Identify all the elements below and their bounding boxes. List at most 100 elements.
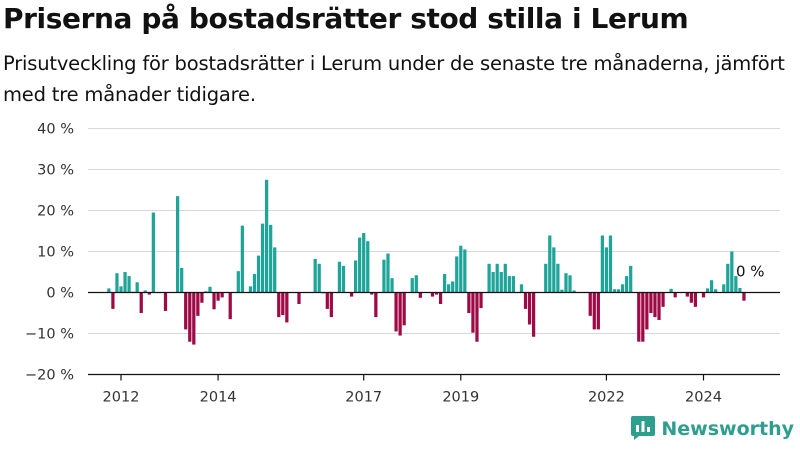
bar bbox=[139, 292, 143, 313]
bar bbox=[337, 261, 342, 293]
bar bbox=[176, 196, 180, 293]
bar bbox=[119, 286, 123, 293]
bar bbox=[240, 225, 244, 293]
bar bbox=[568, 275, 572, 293]
bar bbox=[394, 292, 398, 332]
bar bbox=[366, 241, 370, 293]
bar bbox=[491, 272, 495, 293]
bar bbox=[313, 258, 317, 293]
x-tick-label: 2024 bbox=[685, 390, 722, 406]
bar bbox=[722, 284, 726, 293]
bar bbox=[451, 281, 455, 293]
bar bbox=[556, 263, 560, 293]
y-tick-label: 10 % bbox=[37, 245, 74, 261]
bar bbox=[374, 292, 378, 318]
bar bbox=[673, 292, 677, 298]
bar bbox=[479, 292, 483, 309]
bar bbox=[281, 292, 285, 316]
bar bbox=[596, 292, 600, 330]
bar bbox=[649, 292, 653, 313]
bar bbox=[625, 276, 629, 293]
bar bbox=[531, 292, 536, 337]
bar bbox=[216, 292, 220, 301]
bar bbox=[600, 235, 604, 293]
bar bbox=[661, 292, 665, 307]
bar bbox=[442, 274, 447, 293]
bar bbox=[180, 267, 184, 293]
bar bbox=[653, 292, 657, 318]
bar bbox=[430, 292, 435, 297]
bar bbox=[208, 286, 212, 293]
bar bbox=[354, 260, 358, 293]
bar bbox=[285, 292, 289, 323]
y-tick-label: 0 % bbox=[46, 286, 74, 302]
y-tick-label: 30 % bbox=[37, 163, 74, 179]
bar bbox=[564, 273, 568, 293]
bar bbox=[709, 280, 714, 293]
bar bbox=[277, 292, 281, 318]
bar bbox=[111, 292, 115, 309]
x-tick-label: 2022 bbox=[588, 390, 625, 406]
y-tick-label: 40 % bbox=[37, 122, 74, 138]
bar bbox=[738, 287, 742, 293]
brand-name: Newsworthy bbox=[661, 418, 794, 440]
bar bbox=[163, 292, 168, 311]
bar bbox=[398, 292, 402, 336]
bar bbox=[358, 237, 362, 293]
bar bbox=[370, 292, 374, 295]
bar bbox=[657, 292, 661, 320]
bar bbox=[459, 245, 463, 293]
bar bbox=[588, 292, 592, 316]
bar bbox=[212, 292, 216, 310]
last-value-label: 0 % bbox=[736, 263, 765, 281]
bar bbox=[297, 292, 301, 304]
bar bbox=[382, 259, 386, 293]
bar bbox=[447, 284, 451, 293]
bar bbox=[256, 255, 261, 293]
bars bbox=[107, 179, 746, 345]
bar bbox=[273, 247, 277, 293]
bar bbox=[434, 292, 439, 295]
bar bbox=[269, 224, 273, 293]
bar bbox=[689, 292, 693, 303]
bar bbox=[147, 292, 151, 295]
bar bbox=[463, 249, 467, 293]
bar bbox=[188, 292, 192, 342]
bar bbox=[252, 274, 257, 293]
bar bbox=[495, 263, 499, 293]
bar bbox=[637, 292, 641, 342]
bar bbox=[560, 289, 564, 293]
bar bbox=[196, 292, 200, 316]
bar bbox=[519, 284, 524, 293]
bar bbox=[260, 223, 265, 293]
bar bbox=[414, 275, 418, 293]
bar bbox=[467, 292, 471, 313]
bar bbox=[386, 253, 390, 293]
bar bbox=[669, 288, 673, 293]
bar bbox=[544, 263, 548, 293]
bar bbox=[507, 276, 511, 293]
bar bbox=[265, 179, 269, 293]
bar bbox=[645, 292, 649, 330]
y-tick-label: −20 % bbox=[25, 368, 74, 384]
bar bbox=[438, 292, 443, 304]
bar bbox=[184, 292, 188, 330]
bar bbox=[115, 273, 119, 293]
bar bbox=[705, 288, 710, 293]
bar bbox=[236, 271, 240, 293]
bar bbox=[107, 288, 111, 293]
axes: −20 % −10 % 0 % 10 % 20 % 30 % 40 % 2012 2014 201… bbox=[25, 122, 780, 406]
x-tick-label: 2012 bbox=[103, 390, 140, 406]
y-tick-label: −10 % bbox=[25, 327, 74, 343]
bar bbox=[455, 256, 459, 293]
bar bbox=[349, 292, 354, 297]
bar bbox=[341, 265, 346, 293]
bar bbox=[228, 292, 232, 320]
x-tick-label: 2014 bbox=[200, 390, 237, 406]
bar bbox=[742, 292, 746, 301]
bar bbox=[135, 282, 139, 293]
bar bbox=[487, 263, 491, 293]
bar bbox=[592, 292, 596, 330]
bar bbox=[572, 290, 576, 293]
bar bbox=[402, 292, 406, 326]
